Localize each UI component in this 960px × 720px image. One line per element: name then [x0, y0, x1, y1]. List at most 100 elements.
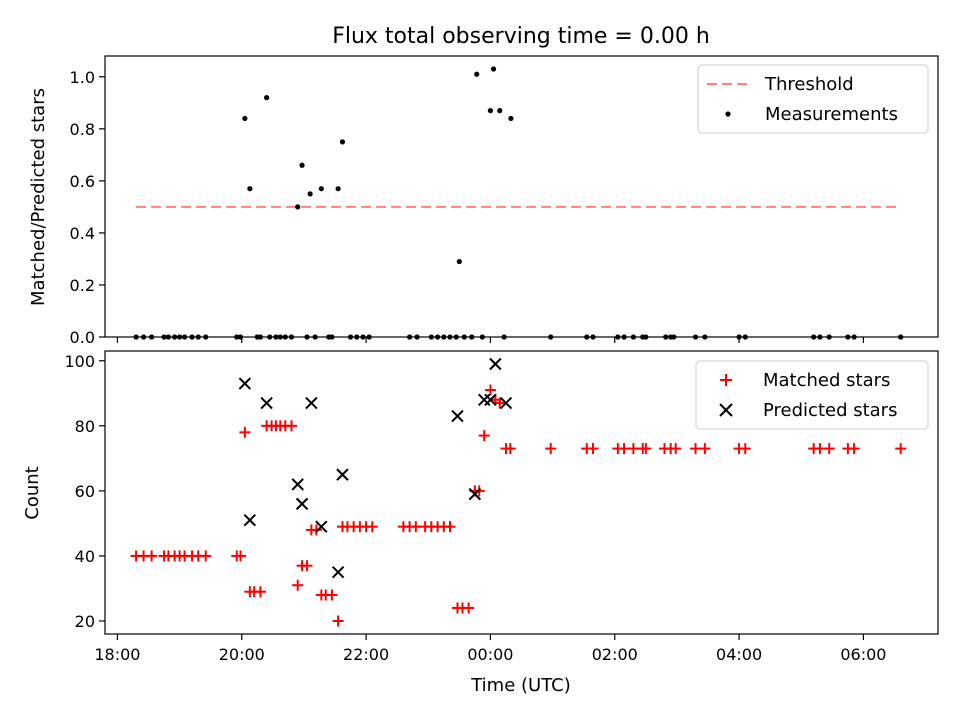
legend-predicted-swatch — [719, 403, 733, 417]
measurement-point — [548, 334, 554, 340]
predicted-star-point — [291, 478, 304, 491]
predicted-stars-points — [238, 357, 513, 579]
matched-star-point — [366, 521, 378, 533]
measurement-point — [621, 334, 627, 340]
legend-matched-swatch — [720, 374, 732, 386]
bottom-legend-box — [695, 360, 929, 430]
matched-star-point — [235, 550, 247, 562]
measurement-point — [487, 108, 494, 114]
measurement-point — [441, 334, 447, 340]
measurements-points — [133, 66, 904, 340]
measurement-point — [237, 334, 244, 340]
measurement-point — [811, 334, 817, 340]
matched-star-point — [463, 602, 475, 614]
matched-star-point — [410, 521, 422, 533]
measurement-point — [479, 334, 485, 340]
matched-star-point — [627, 443, 639, 455]
measurement-point — [203, 334, 209, 340]
measurement-point — [845, 334, 851, 340]
measurement-point — [414, 334, 420, 340]
legend-predicted-label: Predicted stars — [763, 400, 897, 421]
predicted-star-point — [315, 520, 328, 533]
top-y-tick-label: 0.8 — [70, 120, 95, 139]
measurement-point — [288, 334, 295, 340]
x-tick-label: 04:00 — [716, 645, 762, 664]
measurement-point — [273, 334, 279, 340]
top-panel: 0.0 0.2 0.4 0.6 0.8 1.0 Matched/Predicted sta… — [28, 55, 939, 347]
measurement-point — [339, 139, 346, 145]
measurement-point — [366, 334, 372, 340]
matched-star-point — [895, 443, 907, 455]
measurement-point — [161, 334, 167, 340]
legend-matched-label: Matched stars — [763, 370, 890, 391]
matched-star-point — [494, 397, 506, 409]
matched-star-point — [310, 524, 322, 536]
top-plot-frame — [104, 55, 939, 338]
x-tick-label: 06:00 — [840, 645, 886, 664]
predicted-star-point — [260, 396, 273, 410]
matched-star-point — [301, 560, 313, 572]
measurement-point — [663, 334, 669, 340]
predicted-star-point — [243, 513, 257, 527]
measurement-point — [149, 334, 155, 340]
matched-star-point — [332, 615, 344, 627]
matched-star-point — [545, 443, 557, 455]
matched-star-point — [699, 443, 711, 455]
predicted-star-point — [451, 409, 464, 423]
matched-star-point — [484, 384, 496, 396]
measurement-point — [407, 334, 413, 340]
measurement-point — [264, 95, 270, 101]
measurement-point — [277, 334, 283, 340]
bottom-x-axis: 18:00 20:00 22:00 00:00 02:00 04:00 06:00 — [94, 634, 886, 664]
measurement-point — [295, 204, 301, 210]
measurement-point — [181, 334, 188, 340]
predicted-star-point — [336, 468, 349, 481]
matched-star-point — [618, 443, 630, 455]
measurement-point — [133, 334, 139, 340]
measurement-point — [826, 334, 832, 340]
measurement-point — [469, 334, 475, 340]
predicted-star-point — [489, 357, 502, 371]
measurement-point — [434, 334, 441, 340]
measurement-point — [428, 334, 434, 340]
predicted-star-point — [468, 487, 482, 501]
measurement-point — [643, 334, 649, 340]
measurement-point — [736, 334, 742, 340]
measurement-point — [354, 334, 360, 340]
measurement-point — [508, 115, 514, 122]
bottom-y-tick-label: 80 — [75, 417, 95, 436]
measurement-point — [447, 334, 453, 340]
measurement-point — [898, 334, 904, 340]
measurement-point — [501, 334, 507, 340]
matched-star-point — [239, 426, 251, 438]
measurement-point — [584, 334, 590, 340]
matched-star-point — [814, 443, 826, 455]
bottom-y-tick-label: 20 — [75, 612, 95, 631]
measurement-point — [817, 334, 823, 340]
predicted-star-point — [484, 393, 497, 407]
matched-star-point — [478, 430, 490, 442]
matched-star-point — [848, 443, 860, 455]
measurement-point — [490, 66, 497, 72]
measurement-point — [461, 334, 467, 340]
bottom-y-axis-label: Count — [22, 466, 43, 519]
matched-star-point — [254, 586, 266, 598]
top-y-axis: 0.0 0.2 0.4 0.6 0.8 1.0 — [70, 68, 105, 347]
predicted-star-point — [305, 396, 318, 410]
top-y-axis-label: Matched/Predicted stars — [28, 88, 49, 306]
matched-stars-points — [130, 384, 907, 627]
x-axis-label: Time (UTC) — [470, 675, 571, 696]
measurement-point — [242, 115, 248, 122]
top-legend-box — [697, 64, 929, 134]
measurement-point — [165, 334, 172, 340]
measurement-point — [671, 334, 677, 340]
measurement-point — [615, 334, 621, 340]
matched-star-point — [670, 443, 682, 455]
matched-star-point — [326, 589, 338, 601]
measurement-point — [474, 71, 480, 77]
bottom-panel: 20 40 60 80 100 18:00 20:00 22:00 00:00 02:00 04:… — [22, 350, 939, 696]
measurement-point — [195, 334, 201, 340]
measurement-point — [234, 334, 240, 340]
top-y-tick-label: 0.0 — [70, 328, 95, 347]
